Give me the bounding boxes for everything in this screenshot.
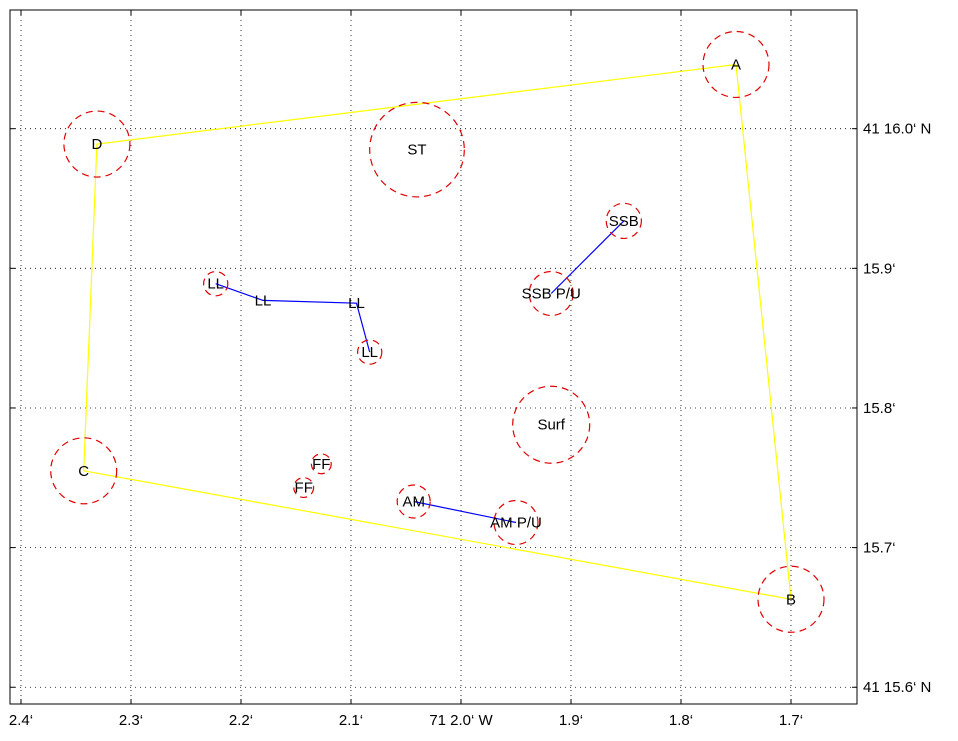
point-label-a: A — [731, 56, 741, 73]
y-tick-label: 41 16.0‘ N — [863, 121, 931, 138]
point-label-ll: LL — [348, 295, 365, 312]
point-label-d: D — [91, 136, 102, 153]
point-label-c: C — [78, 463, 89, 480]
plot-background — [10, 10, 857, 704]
x-tick-label: 1.8‘ — [669, 712, 693, 729]
range-circle — [63, 110, 131, 178]
box-outline-line — [83, 63, 792, 601]
range-circle — [202, 270, 229, 297]
point-circles — [50, 30, 825, 633]
point-label-ssb-p-u: SSB P/U — [522, 285, 581, 302]
point-label-ff: FF — [312, 456, 330, 473]
y-tick-label: 15.7‘ — [863, 540, 896, 557]
x-tick-label: 1.7‘ — [779, 712, 803, 729]
point-label-ll: LL — [361, 344, 378, 361]
plot-frame — [9, 9, 858, 705]
point-label-ll: LL — [207, 276, 224, 293]
point-label-ssb: SSB — [609, 213, 639, 230]
range-circle — [702, 30, 770, 99]
x-tick-label: 2.1‘ — [339, 712, 363, 729]
range-circle — [512, 385, 591, 464]
range-circle — [493, 499, 539, 546]
range-circle — [293, 477, 315, 499]
y-tick-label: 15.9‘ — [863, 260, 896, 277]
y-tick-label: 41 15.6‘ N — [863, 679, 931, 696]
range-circle — [757, 565, 825, 633]
y-tick-label: 15.8‘ — [863, 400, 896, 417]
point-label-surf: Surf — [537, 417, 565, 434]
range-circle — [50, 437, 118, 505]
x-tick-label: 2.4‘ — [9, 712, 33, 729]
point-label-b: B — [786, 591, 796, 608]
track-line — [215, 283, 371, 353]
x-tick-label: 2.3‘ — [119, 712, 143, 729]
point-labels: A B C D ST SSB SSB P/U LL LL LL LL Surf FF FF AM AM P/U — [78, 56, 796, 608]
range-circle — [528, 270, 574, 317]
point-label-am-p-u: AM P/U — [490, 514, 542, 531]
range-circle — [357, 339, 383, 365]
range-circle — [310, 453, 332, 475]
y-axis: 41 16.0‘ N 15.9‘ 15.8‘ 15.7‘ 41 15.6‘ N — [10, 121, 931, 696]
point-label-ff: FF — [295, 480, 313, 497]
x-axis: 2.4‘ 2.3‘ 2.2‘ 2.1‘ 71 2.0‘ W 1.9‘ 1.8‘ 1.7‘ — [9, 10, 803, 729]
x-tick-label: 1.9‘ — [559, 712, 583, 729]
track-line — [413, 500, 517, 524]
x-tick-label: 71 2.0‘ W — [429, 712, 493, 729]
range-circle — [605, 202, 643, 240]
x-tick-label: 2.2‘ — [229, 712, 253, 729]
point-label-st: ST — [407, 142, 426, 159]
point-label-ll: LL — [255, 292, 272, 309]
range-circle — [369, 101, 465, 198]
point-label-am: AM — [402, 494, 425, 511]
range-circle — [396, 484, 431, 519]
